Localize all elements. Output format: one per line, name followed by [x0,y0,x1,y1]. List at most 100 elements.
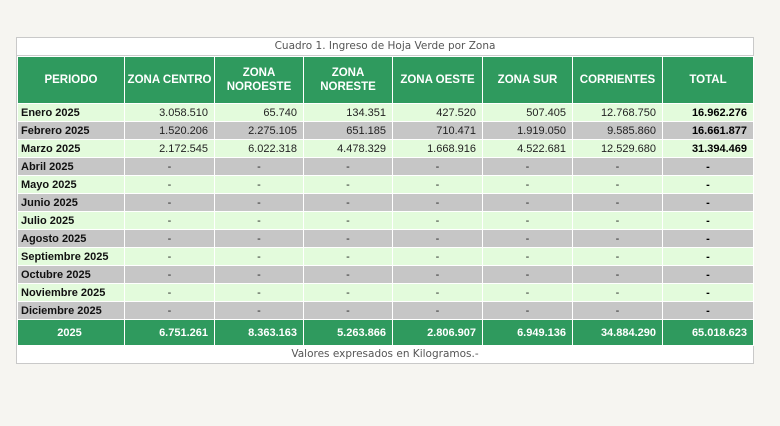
period-cell: Marzo 2025 [17,139,125,158]
value-cell: - [392,301,483,320]
table-caption: Cuadro 1. Ingreso de Hoja Verde por Zona [17,38,753,56]
value-cell: - [572,247,663,266]
value-cell: 65.740 [214,103,304,122]
period-cell: Febrero 2025 [17,121,125,140]
value-cell: - [662,211,754,230]
value-cell: 12.529.680 [572,139,663,158]
value-cell: 651.185 [303,121,393,140]
value-cell: 12.768.750 [572,103,663,122]
value-cell: - [572,211,663,230]
total-label: 2025 [17,319,125,346]
period-cell: Abril 2025 [17,157,125,176]
value-cell: - [303,229,393,248]
table-row: Mayo 2025- - - - - - - [17,175,754,194]
value-cell: 1.668.916 [392,139,483,158]
value-cell: - [214,157,304,176]
total-row: 2025 6.751.261 8.363.163 5.263.866 2.806.907… [17,319,754,346]
value-cell: 4.522.681 [482,139,573,158]
value-cell: 427.520 [392,103,483,122]
value-cell: - [124,301,215,320]
value-cell: - [392,157,483,176]
value-cell: - [662,247,754,266]
value-cell: 3.058.510 [124,103,215,122]
value-cell: - [572,301,663,320]
value-cell: - [214,283,304,302]
total-cell: 8.363.163 [214,319,304,346]
value-cell: - [303,175,393,194]
table-row: Septiembre 2025- - - - - - - [17,247,754,266]
value-cell: - [392,175,483,194]
value-cell: - [482,247,573,266]
value-cell: - [482,229,573,248]
period-cell: Octubre 2025 [17,265,125,284]
value-cell: - [482,265,573,284]
value-cell: 6.022.318 [214,139,304,158]
table-row: Noviembre 2025- - - - - - - [17,283,754,302]
value-cell: - [214,247,304,266]
value-cell: - [392,229,483,248]
period-cell: Diciembre 2025 [17,301,125,320]
table-row: Agosto 2025- - - - - - - [17,229,754,248]
value-cell: - [662,283,754,302]
value-cell: - [662,157,754,176]
value-cell: - [214,265,304,284]
period-cell: Mayo 2025 [17,175,125,194]
column-header: TOTAL [662,56,754,104]
table-row: Julio 2025- - - - - - - [17,211,754,230]
value-cell: - [214,229,304,248]
column-header: ZONA SUR [482,56,573,104]
value-cell: - [572,265,663,284]
value-cell: - [482,301,573,320]
period-cell: Noviembre 2025 [17,283,125,302]
header-row: PERIODO ZONA CENTRO ZONA NOROESTE ZONA NORE… [17,56,754,104]
value-cell: - [662,175,754,194]
value-cell: - [482,193,573,212]
value-cell: - [662,193,754,212]
value-cell: - [662,229,754,248]
value-cell: - [214,301,304,320]
zone-table: PERIODO ZONA CENTRO ZONA NOROESTE ZONA NORE… [17,56,754,346]
value-cell: - [124,157,215,176]
table-row: Diciembre 2025- - - - - - - [17,301,754,320]
value-cell: 710.471 [392,121,483,140]
column-header: ZONA NOROESTE [214,56,304,104]
value-cell: - [124,229,215,248]
value-cell: - [303,193,393,212]
value-cell: - [124,211,215,230]
value-cell: - [214,175,304,194]
value-cell: 4.478.329 [303,139,393,158]
value-cell: 16.962.276 [662,103,754,122]
table-row: Febrero 2025 1.520.206 2.275.105 651.185 710… [17,121,754,140]
value-cell: 1.520.206 [124,121,215,140]
period-cell: Septiembre 2025 [17,247,125,266]
value-cell: - [662,301,754,320]
value-cell: - [482,157,573,176]
value-cell: - [662,265,754,284]
value-cell: - [572,193,663,212]
total-cell: 65.018.623 [662,319,754,346]
column-header: CORRIENTES [572,56,663,104]
value-cell: 2.172.545 [124,139,215,158]
table-row: Abril 2025- - - - - - - [17,157,754,176]
value-cell: - [572,283,663,302]
value-cell: - [303,265,393,284]
value-cell: - [572,229,663,248]
value-cell: - [572,157,663,176]
column-header: ZONA OESTE [392,56,483,104]
value-cell: - [124,193,215,212]
value-cell: - [214,211,304,230]
table-row: Junio 2025- - - - - - - [17,193,754,212]
value-cell: - [392,283,483,302]
total-cell: 2.806.907 [392,319,483,346]
value-cell: - [392,193,483,212]
value-cell: - [392,265,483,284]
value-cell: - [482,211,573,230]
period-cell: Enero 2025 [17,103,125,122]
column-header: ZONA NORESTE [303,56,393,104]
value-cell: 31.394.469 [662,139,754,158]
period-cell: Julio 2025 [17,211,125,230]
value-cell: 2.275.105 [214,121,304,140]
value-cell: - [214,193,304,212]
value-cell: 134.351 [303,103,393,122]
value-cell: - [303,283,393,302]
